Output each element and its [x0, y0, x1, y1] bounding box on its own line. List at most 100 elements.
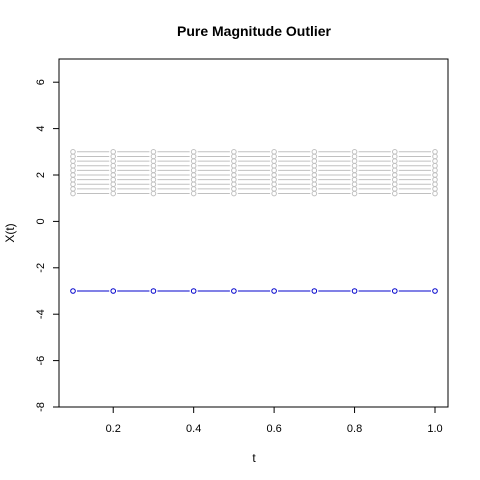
x-tick-label: 0.2: [106, 423, 121, 435]
data-point: [432, 162, 438, 169]
data-point: [231, 181, 237, 188]
data-point: [432, 172, 438, 178]
data-point: [391, 176, 398, 183]
data-point: [150, 186, 157, 192]
y-tick-label: -8: [35, 402, 47, 412]
data-point: [351, 153, 358, 160]
data-point: [432, 167, 438, 174]
data-point: [231, 288, 237, 294]
data-point: [150, 162, 157, 169]
data-point: [110, 176, 117, 183]
data-point: [231, 167, 237, 174]
x-tick-label: 0.6: [266, 423, 281, 435]
y-tick-label: -2: [35, 263, 47, 273]
data-point: [311, 176, 318, 183]
plot-frame: [58, 58, 449, 408]
data-point: [190, 186, 197, 192]
data-point: [351, 288, 358, 294]
data-point: [311, 162, 318, 169]
x-axis-label: t: [252, 451, 256, 465]
series-2: [70, 181, 438, 188]
data-point: [351, 181, 358, 188]
series-7: [70, 158, 438, 164]
x-tick-label: 0.4: [186, 423, 201, 435]
data-point: [351, 186, 358, 192]
data-point: [231, 176, 237, 183]
data-point: [110, 190, 117, 197]
data-point: [432, 158, 438, 164]
data-point: [150, 158, 157, 164]
data-point: [391, 167, 398, 174]
data-point: [190, 190, 197, 197]
data-point: [70, 167, 76, 174]
data-point: [432, 153, 438, 160]
data-point: [190, 158, 197, 164]
data-point: [70, 172, 76, 178]
data-point: [351, 162, 358, 169]
y-tick-label: 0: [35, 218, 47, 224]
data-point: [190, 149, 197, 155]
data-point: [271, 186, 277, 192]
data-point: [231, 158, 237, 164]
data-point: [150, 190, 157, 197]
data-point: [70, 158, 76, 164]
y-axis: -8 -6 -4 -2 0 2 4 6: [35, 79, 60, 412]
data-point: [110, 181, 117, 188]
data-point: [190, 153, 197, 160]
data-point: [432, 181, 438, 188]
data-point: [271, 153, 277, 160]
data-point: [70, 149, 76, 155]
data-point: [110, 162, 117, 169]
data-point: [351, 167, 358, 174]
data-point: [150, 167, 157, 174]
y-tick-label: 6: [35, 79, 47, 85]
data-point: [311, 186, 318, 192]
series-1: [70, 186, 438, 192]
data-point: [432, 149, 438, 155]
data-point: [150, 181, 157, 188]
data-point: [70, 162, 76, 169]
data-point: [311, 172, 318, 178]
data-point: [70, 153, 76, 160]
y-axis-label: X(t): [3, 223, 17, 242]
data-point: [311, 167, 318, 174]
series-0: [70, 190, 438, 197]
data-point: [432, 176, 438, 183]
y-tick-label: -4: [35, 309, 47, 319]
series-10: [70, 288, 438, 294]
data-point: [150, 153, 157, 160]
series-8: [70, 153, 438, 160]
data-point: [231, 190, 237, 197]
data-point: [351, 158, 358, 164]
data-point: [432, 186, 438, 192]
data-point: [231, 162, 237, 169]
x-tick-label: 1.0: [427, 423, 442, 435]
data-point: [110, 172, 117, 178]
data-point: [150, 176, 157, 183]
data-point: [271, 167, 277, 174]
data-point: [190, 162, 197, 169]
y-tick-label: 2: [35, 172, 47, 178]
data-point: [271, 172, 277, 178]
data-point: [70, 190, 76, 197]
data-point: [351, 149, 358, 155]
series-6: [70, 162, 438, 169]
data-point: [311, 288, 318, 294]
data-point: [432, 288, 438, 294]
x-axis: 0.2 0.4 0.6 0.8 1.0: [106, 406, 443, 435]
data-point: [231, 172, 237, 178]
data-point: [271, 190, 277, 197]
data-point: [391, 149, 398, 155]
data-point: [231, 186, 237, 192]
y-tick-label: -6: [35, 356, 47, 366]
data-point: [311, 190, 318, 197]
series-4: [70, 172, 438, 178]
series-5: [70, 167, 438, 174]
data-point: [110, 288, 117, 294]
data-point: [70, 288, 76, 294]
data-point: [391, 153, 398, 160]
data-point: [311, 158, 318, 164]
data-point: [70, 186, 76, 192]
data-point: [271, 176, 277, 183]
data-point: [271, 162, 277, 169]
